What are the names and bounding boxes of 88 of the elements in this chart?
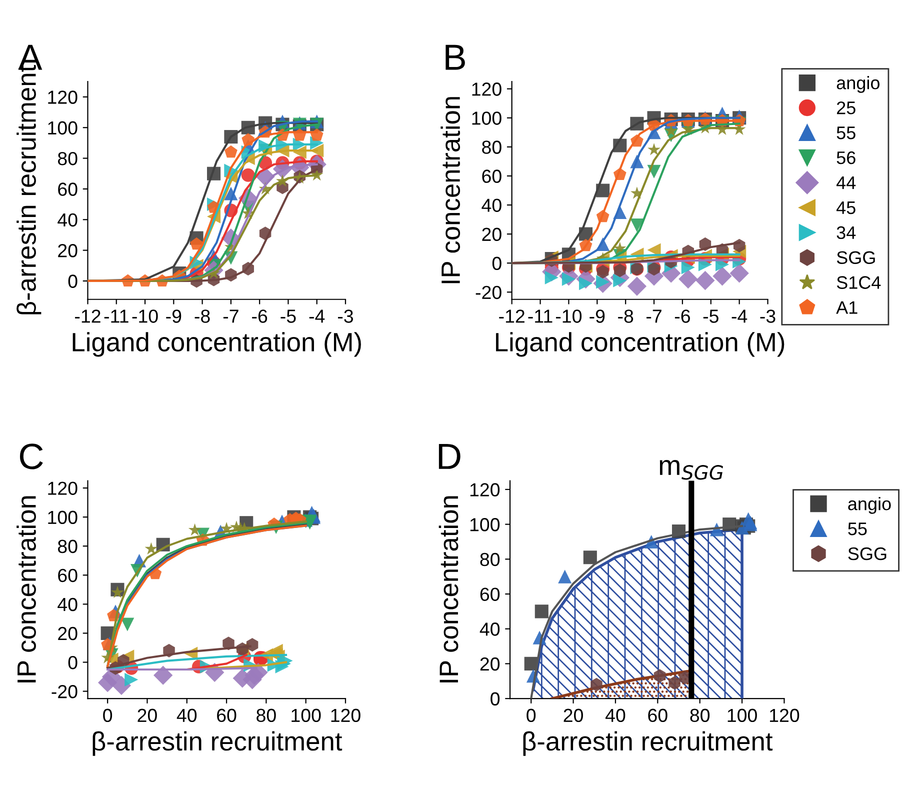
x-tick-label: 120 xyxy=(770,708,800,722)
x-tick-label: 40 xyxy=(176,708,197,722)
y-tick-label: 120 xyxy=(472,82,502,96)
legend-label: 55 xyxy=(848,522,867,536)
x-tick-label: -7 xyxy=(646,310,662,323)
y-axis-title: IP concentration xyxy=(438,496,458,682)
x-tick-label: 100 xyxy=(292,708,321,722)
x-tick-label: -12 xyxy=(75,310,100,323)
y-tick-label: 40 xyxy=(480,622,500,636)
y-tick-label: 40 xyxy=(58,598,78,612)
x-tick-label: -10 xyxy=(556,310,582,323)
legend-label: 34 xyxy=(836,226,856,240)
y-tick-label: 100 xyxy=(470,518,500,532)
x-tick-label: -3 xyxy=(760,310,776,323)
y-tick-label: -20 xyxy=(476,286,502,300)
y-tick-label: 100 xyxy=(48,510,78,524)
y-axis-title: IP concentration xyxy=(440,97,460,284)
x-tick-label: -4 xyxy=(309,310,325,323)
y-tick-label: 100 xyxy=(472,112,502,125)
chart-title: B xyxy=(446,44,465,70)
x-tick-label: 0 xyxy=(526,708,536,722)
x-axis-title: Ligand concentration (M) xyxy=(496,332,784,357)
y-tick-label: 20 xyxy=(58,626,78,640)
legend-label: 25 xyxy=(836,101,856,114)
y-tick-label: 0 xyxy=(68,656,78,670)
x-tick-label: 20 xyxy=(564,708,583,722)
x-tick-label: -6 xyxy=(674,310,690,323)
y-tick-label: 80 xyxy=(58,152,78,166)
x-axis-title: β-arrestin recruitment xyxy=(523,731,773,756)
legend-label: 56 xyxy=(836,151,856,164)
x-tick-label: -10 xyxy=(132,310,158,323)
x-tick-label: -3 xyxy=(338,310,354,323)
y-tick-label: 40 xyxy=(58,213,78,227)
y-tick-label: 60 xyxy=(58,182,78,196)
legend-label: 55 xyxy=(836,126,856,140)
x-tick-label: -9 xyxy=(590,310,605,323)
x-tick-label: -5 xyxy=(280,310,296,323)
y-tick-label: 120 xyxy=(470,483,500,496)
legend-label: angio xyxy=(836,76,880,93)
legend-label: angio xyxy=(848,496,891,514)
x-tick-label: -7 xyxy=(223,310,238,323)
x-axis-title: β-arrestin recruitment xyxy=(92,731,342,756)
x-tick-label: -5 xyxy=(703,310,718,323)
y-tick-label: 80 xyxy=(480,552,500,566)
legend-label: 44 xyxy=(836,176,856,189)
y-axis-title: IP concentration xyxy=(16,496,36,682)
y-tick-label: 120 xyxy=(48,482,78,495)
y-tick-label: 120 xyxy=(48,90,78,104)
x-tick-label: 60 xyxy=(648,708,668,722)
legend-label: S1C4 xyxy=(836,276,881,289)
legend-label: SGG xyxy=(848,547,886,560)
y-tick-label: -20 xyxy=(52,684,78,698)
x-axis-title: Ligand concentration (M) xyxy=(72,332,361,357)
x-tick-label: 40 xyxy=(605,708,626,722)
y-tick-label: 60 xyxy=(58,568,78,582)
x-tick-label: -12 xyxy=(499,310,524,323)
x-tick-label: -9 xyxy=(166,310,182,323)
y-tick-label: 100 xyxy=(48,121,78,135)
chart-title: C xyxy=(20,444,43,470)
y-tick-label: 20 xyxy=(480,657,500,671)
x-tick-label: 0 xyxy=(103,708,112,722)
y-tick-label: 0 xyxy=(68,274,78,288)
y-tick-label: 40 xyxy=(482,198,502,212)
x-tick-label: 80 xyxy=(256,708,276,722)
y-tick-label: 20 xyxy=(482,228,502,242)
x-tick-label: -8 xyxy=(618,310,634,323)
ref-line-label: m$_{SGG}$ xyxy=(660,460,723,480)
legend-label: A1 xyxy=(836,301,858,314)
x-tick-label: 60 xyxy=(217,708,236,722)
legend-label: 45 xyxy=(836,201,856,214)
x-tick-label: -8 xyxy=(194,310,210,323)
x-tick-label: 120 xyxy=(331,708,360,722)
y-tick-label: 80 xyxy=(58,540,78,554)
x-tick-label: -11 xyxy=(528,310,552,323)
y-tick-label: 0 xyxy=(492,256,502,270)
x-tick-label: 20 xyxy=(138,708,157,722)
x-tick-label: -11 xyxy=(104,310,128,323)
x-tick-label: -4 xyxy=(732,310,748,323)
x-tick-label: 100 xyxy=(728,708,757,722)
x-tick-label: -6 xyxy=(252,310,268,323)
legend-label: SGG xyxy=(836,251,875,264)
y-tick-label: 0 xyxy=(490,692,500,706)
y-tick-label: 60 xyxy=(482,170,502,183)
x-tick-label: 80 xyxy=(690,708,710,722)
y-tick-label: 80 xyxy=(482,140,502,154)
y-tick-label: 60 xyxy=(480,588,500,601)
chart-title: D xyxy=(438,444,460,469)
y-tick-label: 20 xyxy=(58,244,78,258)
